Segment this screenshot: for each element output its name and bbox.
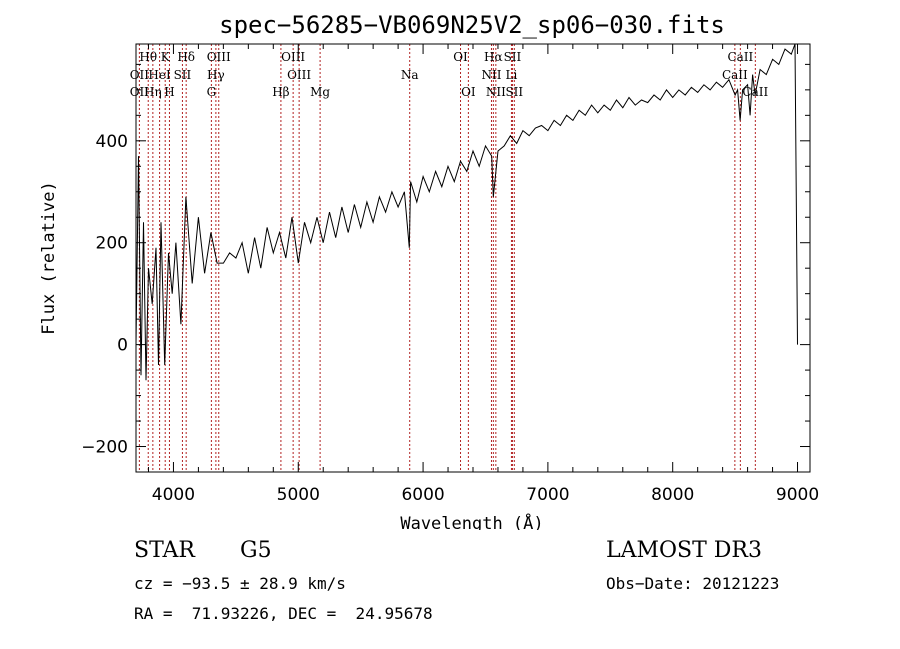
spectral-line-label: Na — [401, 68, 419, 82]
survey-name: LAMOST DR3 — [606, 538, 762, 563]
plot-frame — [135, 43, 811, 473]
axis-ticks: 4000 5000 6000 7000 8000 9000 −200 0 200 400 — [81, 44, 819, 505]
spectral-line-label: Hη — [144, 85, 162, 99]
spectral-line-label: Mg — [310, 85, 330, 99]
x-tick-label: 8000 — [651, 485, 694, 505]
y-tick-label: −200 — [81, 438, 128, 458]
y-tick-label: 400 — [96, 132, 128, 152]
spectral-line-label: OIII — [281, 50, 305, 64]
spectrum-chart: spec−56285−VB069N25V2_sp06−030.fits 4000… — [39, 11, 819, 530]
spectral-line-label: OIII — [287, 68, 311, 82]
chart-title: spec−56285−VB069N25V2_sp06−030.fits — [219, 11, 725, 39]
spectrum-line — [135, 43, 798, 381]
y-tick-label: 200 — [96, 234, 128, 254]
spectral-line-label: OII — [130, 85, 150, 99]
spectral-line-label: SII — [504, 50, 522, 64]
redshift-cz: cz = −93.5 ± 28.9 km/s — [134, 574, 346, 593]
spectral-line-label: G — [207, 85, 217, 99]
x-tick-label: 7000 — [526, 485, 569, 505]
coordinates: RA = 71.93226, DEC = 24.95678 — [134, 604, 433, 623]
spectral-line-label: Hα — [484, 50, 503, 64]
spectral-line-label: Li — [506, 68, 518, 82]
x-axis-label: Wavelength (Å) — [400, 512, 543, 530]
spectral-line-label: K — [161, 50, 171, 64]
spectral-line-label: OII — [130, 68, 150, 82]
x-tick-label: 4000 — [152, 485, 195, 505]
spectral-line-label: Hβ — [272, 85, 289, 99]
spectral-line-label: Hθ — [139, 50, 157, 64]
spectral-line-label: OI — [461, 85, 476, 99]
spectral-line-label: SII — [505, 85, 523, 99]
x-tick-label: 5000 — [277, 485, 320, 505]
x-tick-label: 6000 — [401, 485, 444, 505]
spectral-line-label: H — [164, 85, 174, 99]
x-tick-label: 9000 — [776, 485, 819, 505]
object-subclass: G5 — [240, 538, 272, 563]
spectral-line-label: SII — [174, 68, 192, 82]
spectral-line-label: Hδ — [177, 50, 195, 64]
obs-date: Obs−Date: 20121223 — [606, 574, 780, 593]
spectral-line-label: NII — [486, 85, 506, 99]
y-axis-label: Flux (relative) — [39, 181, 59, 335]
spectral-line-label: CaII — [742, 85, 768, 99]
spectral-line-label: OI — [453, 50, 468, 64]
y-tick-label: 0 — [117, 336, 128, 356]
spectral-line-label: CaII — [727, 50, 753, 64]
spectral-line-markers — [138, 44, 756, 472]
spectral-line-label: HeI — [148, 68, 171, 82]
spectral-line-label: Hγ — [207, 68, 225, 82]
spectral-line-label: OIII — [207, 50, 231, 64]
spectral-line-label: CaII — [722, 68, 748, 82]
object-class: STAR — [134, 538, 195, 563]
spectral-line-label: NII — [481, 68, 501, 82]
